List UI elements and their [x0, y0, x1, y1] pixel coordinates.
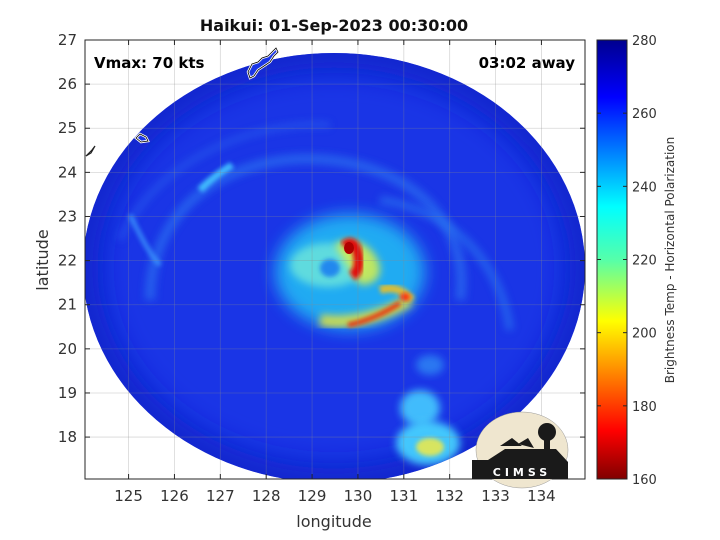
- y-tick-label: 24: [58, 163, 77, 181]
- colorbar-label: Brightness Temp - Horizontal Polarizatio…: [663, 137, 677, 384]
- y-tick-label: 18: [58, 428, 77, 446]
- colorbar-tick-label: 280: [632, 34, 657, 49]
- chart-title: Haikui: 01-Sep-2023 00:30:00: [200, 16, 468, 35]
- y-tick-label: 26: [58, 75, 77, 93]
- logo-text: CIMSS: [493, 466, 551, 479]
- y-tick-label: 21: [58, 296, 77, 314]
- y-tick-label: 20: [58, 340, 77, 358]
- x-tick-label: 134: [527, 487, 556, 505]
- x-tick-label: 127: [206, 487, 235, 505]
- edge-island-outline: [85, 145, 96, 157]
- spiral-band-outer: [145, 153, 467, 301]
- x-tick-label: 131: [389, 487, 418, 505]
- y-tick-label: 27: [58, 31, 77, 49]
- logo-water-tower: [538, 423, 556, 441]
- land-outlines: [85, 45, 280, 157]
- x-axis-label: longitude: [296, 512, 371, 531]
- orange-band-east: [378, 284, 416, 303]
- axes-frame: [84, 39, 586, 480]
- spiral-band-east: [379, 196, 514, 331]
- northwest-band: [197, 162, 235, 193]
- southern-band-upper: [400, 390, 440, 426]
- colorbar-tick-label: 220: [632, 254, 657, 269]
- scan-swath: [85, 53, 585, 479]
- logo-building: [472, 449, 568, 479]
- x-tick-label: 128: [252, 487, 281, 505]
- colorbar-tick-label: 260: [632, 107, 657, 122]
- logo-dish-left: [500, 438, 522, 446]
- spiral-band-north: [117, 121, 331, 242]
- cimss-logo: CIMSS: [472, 411, 569, 489]
- colorbar-ticks: 160 180 200 220 240 260 280: [597, 34, 657, 488]
- y-tick-label: 19: [58, 384, 77, 402]
- x-tick-label: 129: [298, 487, 327, 505]
- time-away-label: 03:02 away: [479, 54, 576, 72]
- colorbar-tick-label: 180: [632, 400, 657, 415]
- eyewall-south-arc: [347, 300, 402, 328]
- eyewall-east-spot: [400, 293, 410, 301]
- vmax-label: Vmax: 70 kts: [94, 54, 204, 72]
- southern-band-core: [416, 438, 444, 456]
- west-band: [127, 213, 162, 267]
- colorbar: [597, 40, 627, 479]
- colorbar-tick-label: 240: [632, 180, 657, 195]
- x-tick-label: 133: [481, 487, 510, 505]
- y-tick-label: 23: [58, 207, 77, 225]
- okinawa-islands-edge: [247, 47, 279, 79]
- x-tick-label: 130: [344, 487, 373, 505]
- logo-dish-right: [518, 438, 534, 448]
- x-tick-label: 132: [435, 487, 464, 505]
- small-island-edge: [135, 133, 149, 143]
- colorbar-tick-label: 160: [632, 473, 657, 488]
- y-axis-ticks: 18 19 20 21 22 23 24 25 26 27: [58, 31, 585, 446]
- x-axis-ticks: 125 126 127 128 129 130 131 132 133 134: [114, 40, 556, 505]
- y-axis-label: latitude: [33, 229, 52, 290]
- x-tick-label: 125: [114, 487, 143, 505]
- southern-band-tail: [416, 355, 444, 375]
- y-tick-label: 25: [58, 119, 77, 137]
- y-tick-label: 22: [58, 252, 77, 270]
- x-tick-label: 126: [160, 487, 189, 505]
- colorbar-tick-label: 200: [632, 327, 657, 342]
- eye: [320, 259, 340, 277]
- eyewall-peak: [344, 242, 354, 254]
